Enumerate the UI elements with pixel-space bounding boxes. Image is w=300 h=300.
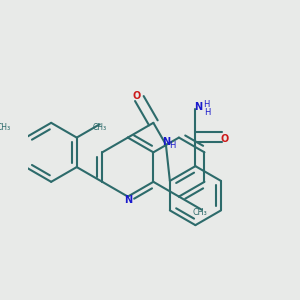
Text: H: H [203,100,209,109]
Text: CH₃: CH₃ [0,123,11,132]
Text: N: N [124,195,132,205]
Text: CH₃: CH₃ [93,123,107,132]
Text: H: H [204,108,210,117]
Text: CH₃: CH₃ [193,208,208,217]
Text: O: O [133,91,141,101]
Text: N: N [163,137,171,147]
Text: O: O [220,134,229,144]
Text: H: H [169,141,176,150]
Text: N: N [194,102,202,112]
